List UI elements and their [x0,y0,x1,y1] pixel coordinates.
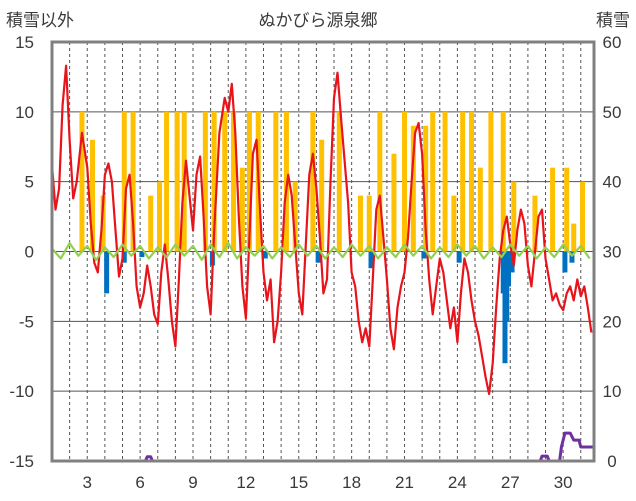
sunshine-bar [130,111,136,252]
x-tick-label: 27 [501,473,520,492]
precipitation-bar [506,251,512,287]
sunshine-bar [442,111,448,252]
right-y-tick-label: 0 [607,452,616,471]
left-y-tick-label: -10 [9,382,34,401]
right-y-tick-label: 10 [603,382,622,401]
sunshine-bar [402,111,408,252]
sunshine-bar [310,111,316,252]
sunshine-bar [357,195,363,252]
sunshine-bar [246,111,252,252]
right-y-tick-label: 60 [603,33,622,52]
precipitation-bar [368,251,374,269]
sunshine-bar [410,125,416,252]
x-tick-label: 15 [289,473,308,492]
wind-line [51,242,591,261]
sunshine-bar [148,195,154,252]
gridlines [52,41,594,462]
precipitation-bar [509,251,515,273]
x-tick-label: 12 [236,473,255,492]
sunshine-bar [202,111,208,252]
right-y-tick-label: 20 [603,312,622,331]
sunshine-bar [451,195,457,252]
sunshine-bar [377,111,383,252]
sunshine-bar [580,181,586,252]
sunshine-bar [488,111,494,252]
sunshine-bar [164,111,170,252]
x-tick-label: 6 [135,473,144,492]
snow-depth-line [52,431,594,463]
sunshine-bar [121,111,127,252]
x-tick-label: 3 [83,473,92,492]
sunshine-bar [550,167,556,252]
sunshine-bar [500,111,506,252]
left-y-ticks: 15 10 5 0 -5 -10 -15 [9,33,34,471]
sunshine-bar [273,111,279,252]
precipitation-bar [569,251,575,263]
x-tick-label: 24 [448,473,467,492]
sunshine-bar [319,139,325,252]
left-y-tick-label: 10 [15,103,34,122]
left-axis-label: 積雪以外 [6,11,74,30]
sunshine-bar [174,111,180,252]
sunshine-bar [468,111,474,252]
sunshine-bar [211,111,217,252]
right-y-tick-label: 50 [603,103,622,122]
sunshine-bar [231,111,237,252]
precipitation-bar [456,251,462,263]
sunshine-bar [336,111,342,252]
left-y-tick-label: 15 [15,33,34,52]
temperature-line [50,64,593,396]
left-y-tick-label: -15 [9,452,34,471]
sunshine-bar [532,195,538,252]
left-y-tick-label: 5 [25,173,34,192]
sunshine-bar [222,111,228,252]
sunshine-bar [571,223,577,252]
x-ticks: 3 6 9 12 15 18 21 24 27 30 [83,473,573,492]
x-tick-label: 21 [395,473,414,492]
precipitation-bar [262,251,268,259]
precipitation-bar [139,251,145,258]
sunshine-bar [391,153,397,252]
sunshine-bar [100,195,106,252]
precipitation-bar [104,251,110,294]
precipitation-bar [562,251,568,273]
sunshine-bar [79,111,85,252]
sunshine-bar [157,181,163,252]
sunshine-bar [239,167,245,252]
sunshine-bar [430,111,436,252]
x-tick-label: 30 [554,473,573,492]
sunshine-bar [423,125,429,252]
right-axis-label: 積雪 [596,11,630,30]
right-y-ticks: 60 50 40 30 20 10 0 [603,33,622,471]
precipitation-bar [421,251,427,259]
sunshine-bar [90,139,96,252]
right-y-tick-label: 40 [603,173,622,192]
x-tick-label: 18 [342,473,361,492]
sunshine-bar [477,167,483,252]
x-tick-label: 9 [188,473,197,492]
sunshine-bar [564,167,570,252]
precipitation-bar [315,251,321,263]
precipitation-bar [504,251,510,322]
precipitation-bar [121,251,127,263]
sunshine-bar [511,181,517,252]
sunshine-bar [460,111,466,252]
plot-frame [50,40,596,463]
right-y-tick-label: 30 [603,243,622,262]
chart-title: ぬかびら源泉郷 [259,11,378,30]
left-y-tick-label: 0 [25,243,34,262]
sunshine-bar [366,195,372,252]
left-y-tick-label: -5 [19,312,34,331]
sunshine-bar [292,181,298,252]
